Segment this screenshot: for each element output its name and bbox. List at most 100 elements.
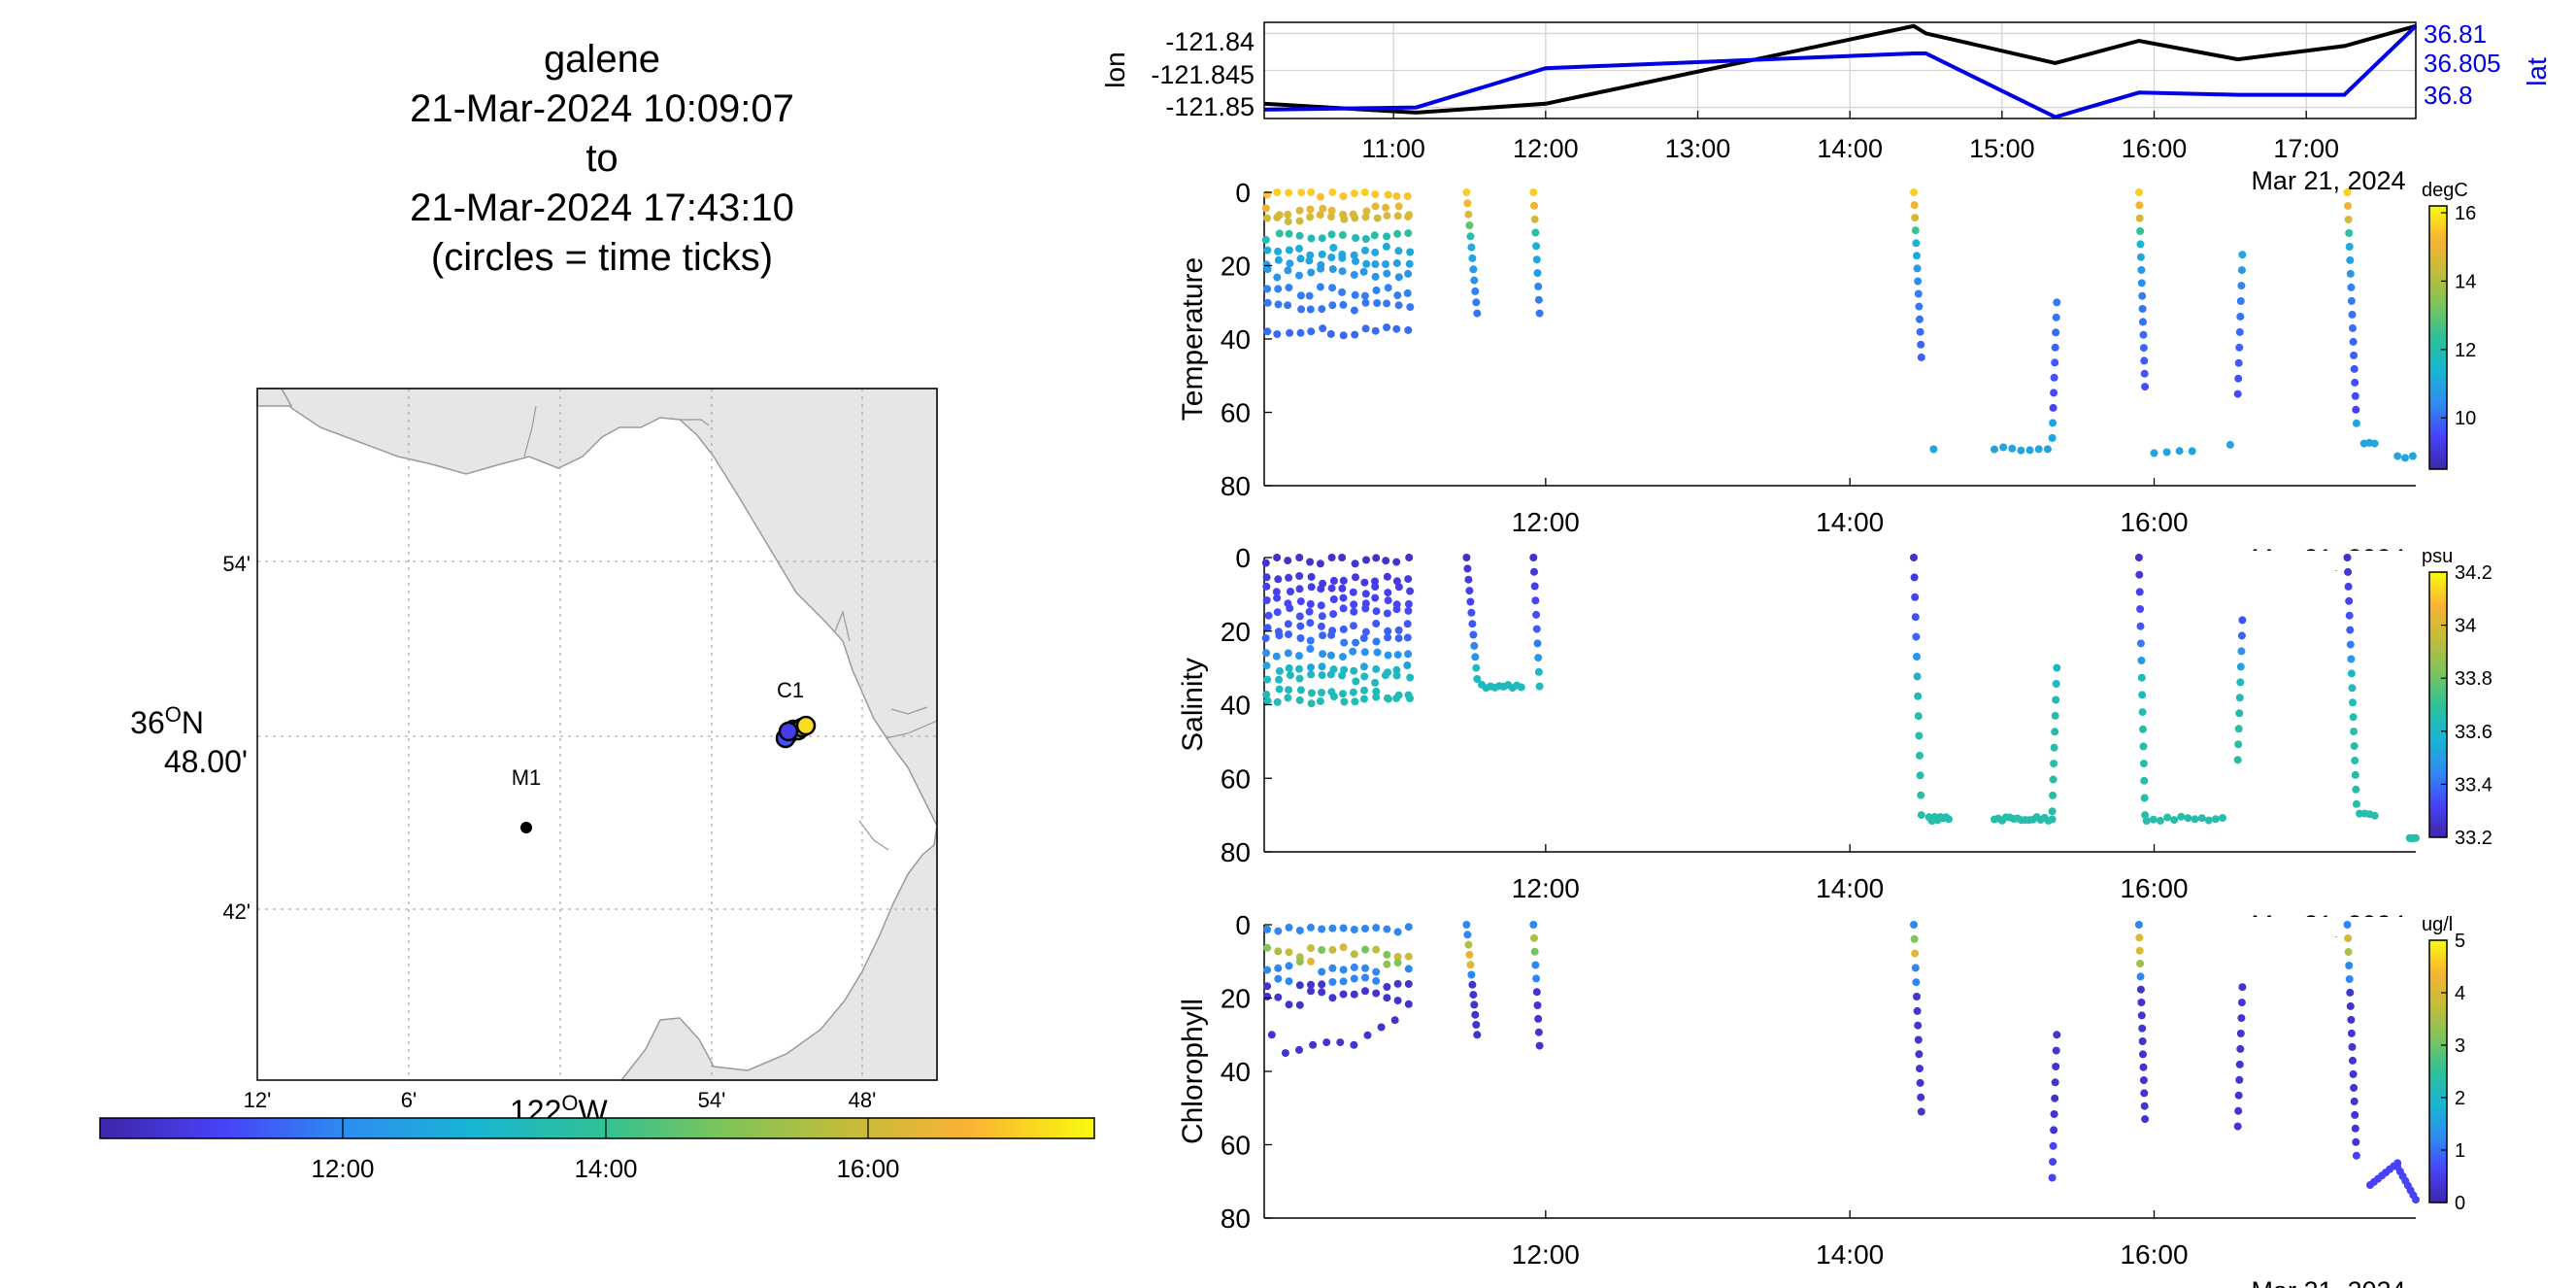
data-point — [1274, 255, 1283, 264]
data-point — [1295, 572, 1304, 580]
data-point — [1535, 309, 1544, 318]
data-point — [2234, 1106, 2243, 1115]
data-point — [1263, 246, 1272, 254]
data-point — [1351, 290, 1359, 299]
data-point — [2051, 711, 2059, 720]
data-point — [1351, 214, 1359, 222]
data-point — [2234, 358, 2243, 367]
colorbar-tick-label: 16 — [2455, 203, 2476, 224]
colorbar-tick-label: 0 — [2455, 1193, 2465, 1214]
colorbar-tick-label: 33.6 — [2455, 722, 2492, 743]
data-point — [1916, 1065, 1924, 1073]
data-point — [2049, 775, 2057, 784]
track-time-tick-label: 14:00 — [1817, 134, 1883, 163]
data-point — [1284, 218, 1292, 226]
data-point — [1264, 611, 1273, 620]
track-grid — [1264, 22, 2416, 119]
data-point — [1916, 327, 1924, 336]
time-tick-label: 12:00 — [1512, 1239, 1580, 1270]
data-point — [1913, 264, 1922, 273]
data-point — [1263, 298, 1272, 307]
colorbar-tick-label: 10 — [2455, 408, 2476, 429]
data-point — [1307, 188, 1316, 196]
data-point — [2344, 567, 2353, 576]
depth-tick-label: 0 — [1235, 910, 1251, 940]
data-point — [1371, 326, 1380, 335]
data-point — [1393, 997, 1402, 1005]
data-point — [1307, 234, 1316, 243]
data-point — [2401, 454, 2409, 462]
lon-tick-1: -121.84 — [1165, 27, 1255, 56]
data-point — [1913, 672, 1922, 681]
data-point — [1338, 554, 1347, 561]
data-point — [1914, 289, 1923, 298]
data-point — [1339, 966, 1348, 974]
data-point — [1913, 252, 1921, 260]
data-point — [2211, 815, 2220, 824]
data-point — [1261, 204, 1270, 213]
data-point — [1383, 212, 1391, 220]
data-point — [1285, 284, 1293, 292]
data-point — [1361, 925, 1369, 932]
data-point — [1466, 232, 1475, 241]
data-point — [1913, 1006, 1922, 1015]
lat-main-label: 36ON — [130, 702, 204, 740]
data-point — [1307, 583, 1316, 592]
data-point — [1910, 554, 1918, 561]
data-point — [1360, 291, 1369, 300]
data-point — [1296, 328, 1305, 337]
data-point — [2344, 582, 2353, 591]
data-point — [2053, 663, 2061, 672]
data-point — [1306, 645, 1315, 653]
data-point — [1912, 239, 1921, 248]
data-point — [1350, 974, 1358, 983]
data-point — [1281, 1049, 1289, 1058]
data-point — [1350, 963, 1358, 971]
data-point — [1284, 301, 1292, 310]
data-point — [1329, 595, 1338, 603]
data-point — [2349, 323, 2357, 332]
colorbar-tick-label: 5 — [2455, 931, 2465, 952]
data-point — [2136, 227, 2145, 235]
data-point — [1913, 653, 1921, 661]
data-point — [2351, 1124, 2359, 1133]
data-point — [2235, 327, 2244, 336]
data-point — [1392, 671, 1401, 680]
data-point — [1470, 276, 1479, 285]
data-point — [2049, 403, 2057, 412]
data-point — [1361, 324, 1370, 333]
data-point — [1533, 1001, 1542, 1009]
data-point — [2043, 445, 2052, 454]
depth-tick-label: 80 — [1221, 1203, 1251, 1234]
data-point — [2349, 1069, 2358, 1078]
track-time-tick-label: 17:00 — [2273, 134, 2339, 163]
data-point — [2236, 1030, 2245, 1037]
data-point — [2237, 1014, 2246, 1023]
data-point — [1274, 285, 1283, 293]
data-point — [1534, 654, 1543, 662]
data-point — [1350, 1040, 1358, 1049]
data-point — [1405, 554, 1414, 561]
data-point — [1284, 210, 1292, 219]
data-point — [1361, 298, 1370, 307]
data-point — [1295, 1000, 1304, 1009]
data-point — [1929, 445, 1938, 454]
data-point — [1273, 608, 1282, 617]
track-time-tick-label: 16:00 — [2122, 134, 2188, 163]
data-point — [1914, 1021, 1923, 1030]
data-point — [2137, 1011, 2146, 1020]
data-point — [1406, 303, 1415, 312]
data-point — [2219, 814, 2226, 822]
depth-tick-label: 20 — [1221, 617, 1251, 647]
data-point — [2350, 351, 2359, 359]
data-point — [2352, 405, 2360, 414]
time-tick-label: 12:00 — [1512, 507, 1580, 537]
lat-tick-3: 36.8 — [2424, 81, 2473, 110]
data-point — [1318, 662, 1326, 671]
time-cbar-tick-1400: 14:00 — [574, 1154, 637, 1183]
data-point — [2136, 253, 2145, 261]
data-point — [1263, 624, 1272, 632]
data-point — [2137, 266, 2146, 274]
